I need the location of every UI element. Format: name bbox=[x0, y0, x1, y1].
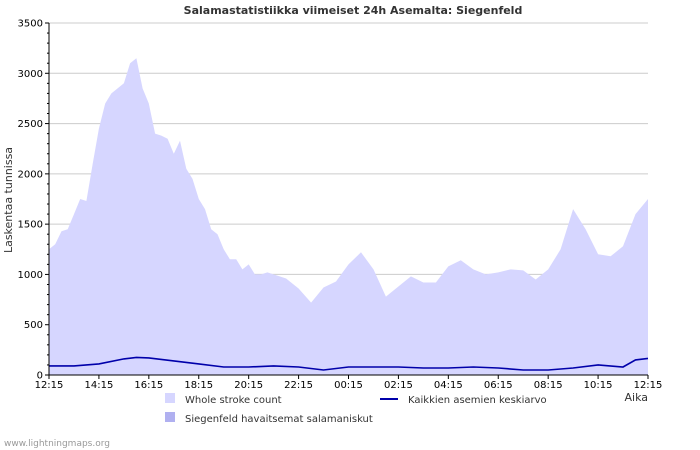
x-tick-label: 08:15 bbox=[534, 380, 563, 391]
x-tick-label: 16:15 bbox=[134, 380, 163, 391]
y-tick-label: 3500 bbox=[18, 19, 43, 30]
x-axis-label: Aika bbox=[625, 391, 649, 404]
x-tick-label: 10:15 bbox=[584, 380, 613, 391]
x-tick-label: 12:15 bbox=[634, 380, 663, 391]
x-tick-label: 22:15 bbox=[284, 380, 313, 391]
legend-label-average: Kaikkien asemien keskiarvo bbox=[408, 395, 547, 406]
credit-text: www.lightningmaps.org bbox=[4, 439, 110, 449]
x-tick-label: 20:15 bbox=[234, 380, 263, 391]
x-ticks: 12:15 14:15 16:15 18:15 20:15 22:15 00:15 02:15… bbox=[35, 375, 663, 391]
x-tick-label: 02:15 bbox=[384, 380, 413, 391]
x-tick-label: 12:15 bbox=[35, 380, 64, 391]
plot-areas bbox=[49, 58, 649, 375]
whole-stroke-area bbox=[49, 58, 648, 375]
y-tick-label: 1000 bbox=[18, 270, 43, 281]
legend-label-whole: Whole stroke count bbox=[185, 395, 282, 406]
y-tick-label: 3000 bbox=[18, 69, 43, 80]
x-tick-label: 18:15 bbox=[184, 380, 213, 391]
x-tick-label: 00:15 bbox=[334, 380, 363, 391]
x-tick-label: 04:15 bbox=[434, 380, 463, 391]
legend-swatch-station bbox=[165, 412, 175, 422]
x-tick-label: 14:15 bbox=[85, 380, 114, 391]
y-tick-label: 0 bbox=[37, 371, 43, 382]
y-axis-label: Laskentaa tunnissa bbox=[2, 147, 15, 253]
y-tick-label: 1500 bbox=[18, 220, 43, 231]
legend: Whole stroke count Siegenfeld havaitsema… bbox=[165, 393, 547, 425]
y-ticks: 0 500 1000 1500 2000 2500 3000 3500 bbox=[18, 19, 49, 382]
chart-title: Salamastatistiikka viimeiset 24h Asemalt… bbox=[184, 4, 523, 17]
y-tick-label: 2500 bbox=[18, 119, 43, 130]
legend-swatch-whole bbox=[165, 393, 175, 403]
y-tick-label: 2000 bbox=[18, 169, 43, 180]
legend-label-station: Siegenfeld havaitsemat salamaniskut bbox=[185, 414, 373, 425]
average-line bbox=[49, 356, 649, 371]
y-tick-label: 500 bbox=[24, 320, 43, 331]
x-tick-label: 06:15 bbox=[484, 380, 513, 391]
